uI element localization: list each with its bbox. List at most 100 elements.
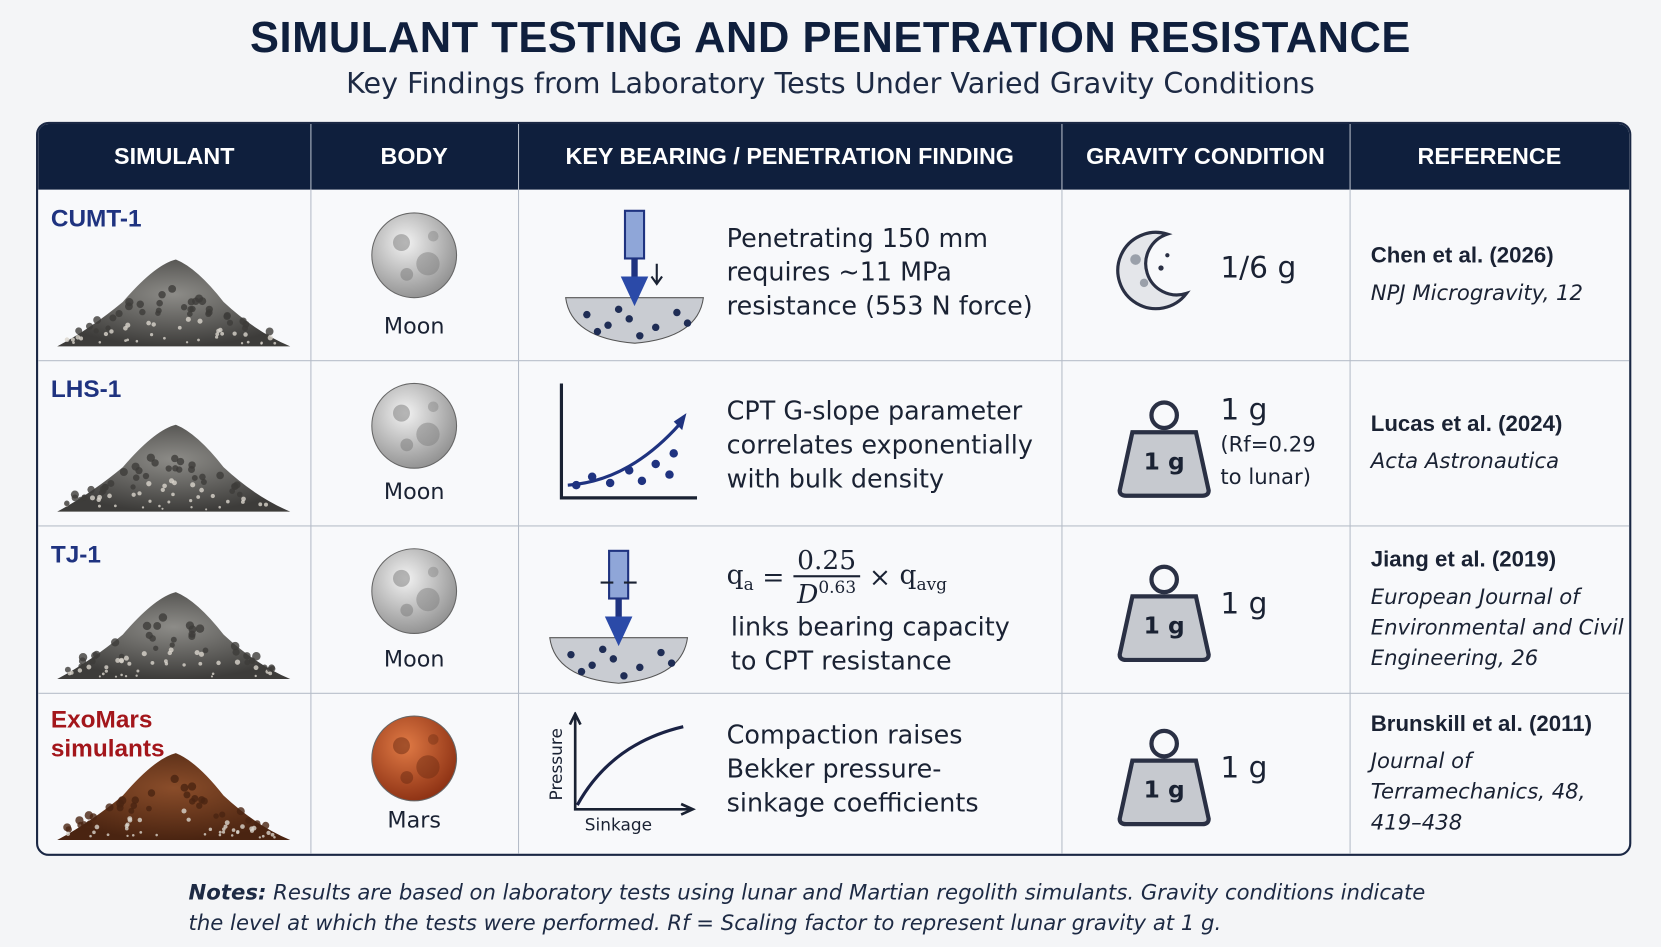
icon-part [623, 209, 646, 260]
icon [1117, 400, 1211, 498]
icon-part [234, 659, 241, 665]
icon-part [149, 333, 154, 337]
icon-part [97, 504, 101, 508]
icon-part [153, 622, 162, 630]
icon-part [158, 613, 168, 622]
penetrometer-icon [555, 200, 714, 348]
icon-part [185, 341, 189, 344]
gravity-value: 1 g [1220, 585, 1268, 621]
body-name: Mars [387, 807, 441, 833]
icon-part [683, 319, 692, 327]
penetrometer-icon [539, 540, 698, 688]
icon [57, 592, 291, 680]
icon-part [197, 338, 200, 342]
icon-part [266, 830, 271, 836]
icon-part [168, 284, 177, 293]
icon-part [109, 329, 114, 334]
reference-source: Acta Astronautica [1370, 447, 1560, 473]
icon-part [1117, 430, 1211, 498]
icon-part [115, 309, 123, 318]
icon-part [262, 821, 270, 830]
icon-part [135, 467, 143, 475]
icon-part [216, 328, 221, 334]
icon-part [155, 833, 158, 837]
icon-part [605, 478, 615, 488]
icon-part [124, 674, 128, 678]
icon-part [142, 621, 152, 631]
icon-part [127, 661, 132, 666]
table: SIMULANT BODY KEY BEARING / PENETRATION FI… [36, 121, 1632, 856]
table-header-bg [38, 123, 1630, 190]
notes-text: Results are based on laboratory tests us… [188, 879, 1426, 936]
icon-part [64, 337, 70, 343]
icon-part [245, 817, 252, 824]
icon-part [400, 771, 414, 784]
icon-part [631, 258, 638, 282]
icon-part [191, 795, 199, 802]
icon-part [1149, 564, 1180, 595]
icon-part [218, 505, 221, 509]
icon-part [113, 504, 117, 508]
icon-part [111, 638, 120, 647]
icon-part [180, 304, 188, 311]
column-header: SIMULANT [114, 143, 235, 170]
icon-part [67, 671, 72, 676]
weight-icon [1111, 390, 1217, 500]
body-icon [370, 547, 459, 636]
icon-part [165, 465, 172, 472]
icon-part [78, 657, 87, 665]
icon-part [587, 472, 597, 481]
icon-part [146, 320, 151, 326]
icon-part [98, 340, 102, 344]
icon-part [101, 672, 105, 676]
icon-part [75, 334, 81, 340]
icon-part [161, 507, 164, 510]
icon-part [650, 263, 663, 286]
icon-part [176, 457, 185, 466]
icon-part [651, 459, 660, 469]
icon-part [400, 438, 414, 452]
icon-part [608, 549, 630, 600]
soil-image [49, 721, 299, 846]
body-name: Moon [383, 478, 445, 505]
formula-rhs: qavg [899, 559, 947, 595]
icon-part [148, 499, 152, 503]
icon-part [125, 297, 134, 307]
icon-part [75, 816, 84, 825]
icon-part [575, 725, 684, 806]
plot-x-label: Sinkage [584, 814, 653, 835]
icon-part [131, 796, 139, 804]
icon-part [146, 481, 152, 487]
icon-part [139, 308, 146, 316]
icon-part [107, 493, 112, 499]
icon-part [393, 569, 410, 587]
icon-part [219, 811, 226, 818]
finding-text: Penetrating 150 mm requires ~11 MPa resi… [726, 223, 1033, 321]
icon-part [65, 831, 71, 836]
icon-part [57, 592, 291, 680]
icon-part [270, 832, 275, 837]
icon-part [158, 504, 161, 508]
icon-part [135, 674, 138, 677]
icon-part [210, 675, 214, 678]
finding-text: Compaction raises Bekker pressure-sinkag… [726, 720, 979, 818]
body-name: Moon [383, 646, 445, 672]
icon-part [218, 830, 222, 834]
icon-part [92, 830, 96, 835]
icon-part [186, 817, 191, 822]
icon-part [203, 833, 207, 836]
subtitle: Key Findings from Laboratory Tests Under… [346, 67, 1315, 101]
icon-part [202, 647, 209, 654]
icon-part [80, 664, 86, 670]
icon-part [124, 823, 129, 828]
icon-part [1116, 230, 1191, 311]
icon-part [231, 483, 238, 490]
icon-part [104, 665, 109, 670]
icon-part [665, 470, 674, 479]
icon-part [236, 829, 240, 834]
icon-part [185, 316, 191, 322]
weight-label: 1 g [1143, 777, 1185, 805]
icon-part [86, 820, 93, 827]
icon-part [188, 625, 197, 634]
icon-part [146, 805, 152, 812]
